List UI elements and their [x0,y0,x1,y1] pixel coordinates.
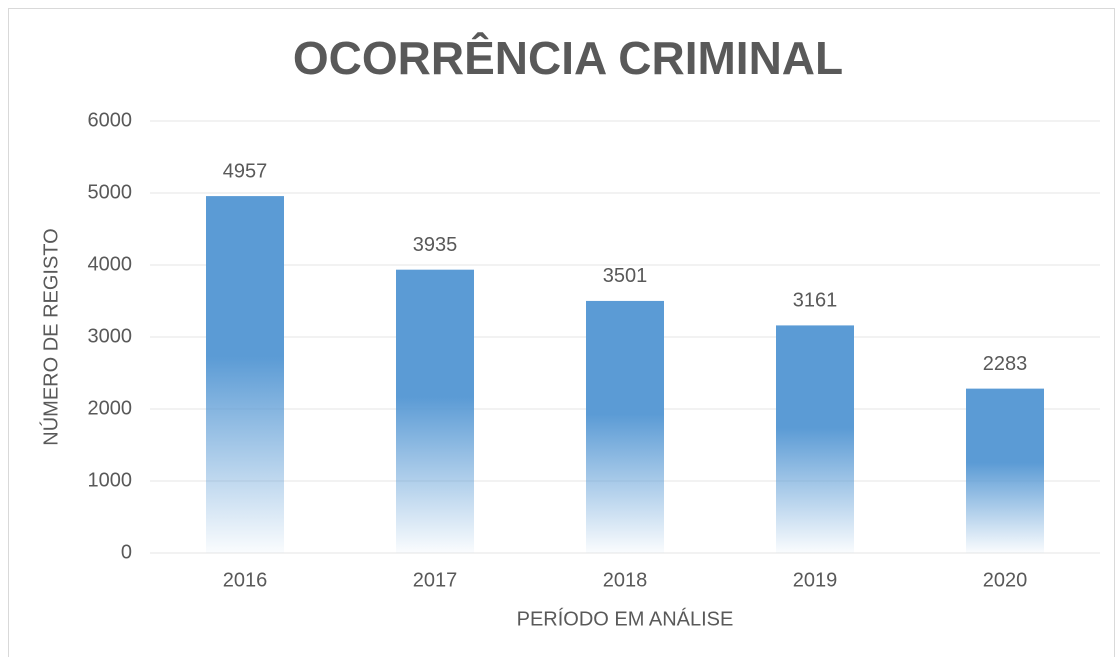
data-label: 3935 [413,234,458,256]
x-axis-label: PERÍODO EM ANÁLISE [517,607,734,630]
y-tick-label: 5000 [88,181,133,203]
x-tick-label: 2018 [603,569,648,591]
data-label: 3161 [793,290,838,312]
y-tick-label: 6000 [88,109,133,131]
x-tick-label: 2020 [983,569,1028,591]
chart-title: OCORRÊNCIA CRIMINAL [293,32,843,84]
x-tick-label: 2019 [793,569,838,591]
bar [966,388,1044,553]
chart-border [8,8,1115,657]
y-tick-label: 0 [121,541,132,563]
data-label: 3501 [603,265,648,287]
data-label: 4957 [223,160,268,182]
bar [396,269,474,553]
y-tick-label: 4000 [88,253,133,275]
x-tick-label: 2017 [413,569,458,591]
y-tick-label: 3000 [88,325,133,347]
bar [586,300,664,553]
y-tick-label: 2000 [88,397,133,419]
y-tick-label: 1000 [88,469,133,491]
data-label: 2283 [983,353,1028,375]
y-axis-label: NÚMERO DE REGISTO [39,228,62,445]
bar [206,196,284,553]
x-tick-label: 2016 [223,569,268,591]
bar [776,325,854,553]
